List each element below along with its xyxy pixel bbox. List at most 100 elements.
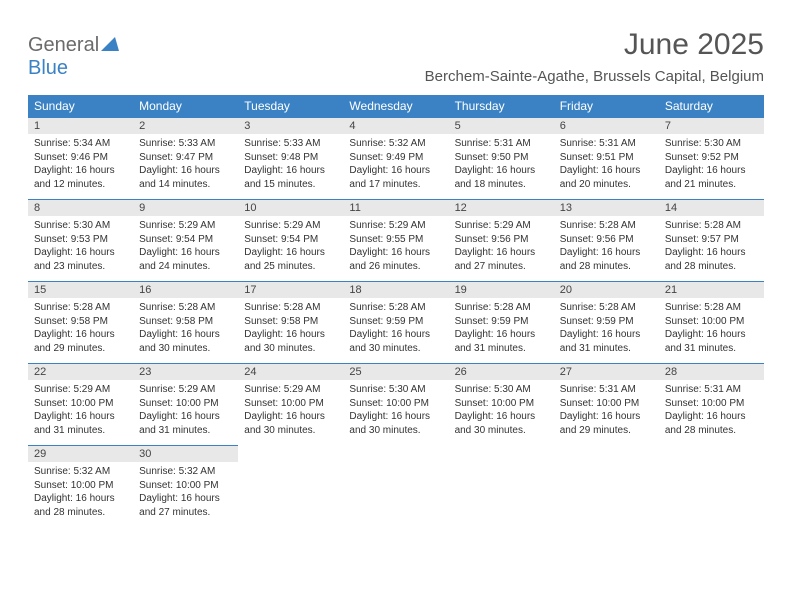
- sunrise-text: Sunrise: 5:30 AM: [455, 383, 548, 397]
- daylight-text-2: and 30 minutes.: [349, 424, 442, 438]
- daylight-text-1: Daylight: 16 hours: [455, 328, 548, 342]
- daylight-text-1: Daylight: 16 hours: [139, 246, 232, 260]
- sunset-text: Sunset: 9:55 PM: [349, 233, 442, 247]
- day-number-row: 891011121314: [28, 200, 764, 217]
- daylight-text-1: Daylight: 16 hours: [139, 410, 232, 424]
- day-number-cell: 30: [133, 446, 238, 463]
- sunset-text: Sunset: 10:00 PM: [244, 397, 337, 411]
- sunrise-text: Sunrise: 5:30 AM: [34, 219, 127, 233]
- daylight-text-1: Daylight: 16 hours: [139, 164, 232, 178]
- sunset-text: Sunset: 10:00 PM: [455, 397, 548, 411]
- day-body-cell: Sunrise: 5:29 AMSunset: 10:00 PMDaylight…: [133, 380, 238, 446]
- calendar-body: 1234567Sunrise: 5:34 AMSunset: 9:46 PMDa…: [28, 118, 764, 528]
- day-body-row: Sunrise: 5:29 AMSunset: 10:00 PMDaylight…: [28, 380, 764, 446]
- daylight-text-2: and 21 minutes.: [665, 178, 758, 192]
- daylight-text-1: Daylight: 16 hours: [34, 246, 127, 260]
- day-number-cell: 20: [554, 282, 659, 299]
- sunrise-text: Sunrise: 5:28 AM: [244, 301, 337, 315]
- day-number-cell: [343, 446, 448, 463]
- day-number-cell: 4: [343, 118, 448, 135]
- daylight-text-2: and 30 minutes.: [139, 342, 232, 356]
- sunset-text: Sunset: 10:00 PM: [34, 479, 127, 493]
- day-body-cell: [659, 462, 764, 527]
- sunset-text: Sunset: 9:53 PM: [34, 233, 127, 247]
- day-number-cell: 11: [343, 200, 448, 217]
- daylight-text-1: Daylight: 16 hours: [34, 492, 127, 506]
- weekday-header: Wednesday: [343, 95, 448, 118]
- sunrise-text: Sunrise: 5:32 AM: [349, 137, 442, 151]
- daylight-text-1: Daylight: 16 hours: [244, 246, 337, 260]
- day-body-cell: Sunrise: 5:28 AMSunset: 9:59 PMDaylight:…: [343, 298, 448, 364]
- day-body-cell: [343, 462, 448, 527]
- day-body-cell: Sunrise: 5:32 AMSunset: 9:49 PMDaylight:…: [343, 134, 448, 200]
- sunrise-text: Sunrise: 5:33 AM: [139, 137, 232, 151]
- sunrise-text: Sunrise: 5:34 AM: [34, 137, 127, 151]
- daylight-text-1: Daylight: 16 hours: [34, 328, 127, 342]
- day-body-cell: Sunrise: 5:29 AMSunset: 9:55 PMDaylight:…: [343, 216, 448, 282]
- day-number-cell: 17: [238, 282, 343, 299]
- daylight-text-2: and 29 minutes.: [34, 342, 127, 356]
- daylight-text-2: and 14 minutes.: [139, 178, 232, 192]
- day-body-cell: Sunrise: 5:31 AMSunset: 9:51 PMDaylight:…: [554, 134, 659, 200]
- title-block: June 2025 Berchem-Sainte-Agathe, Brussel…: [425, 28, 764, 85]
- day-number-cell: 5: [449, 118, 554, 135]
- sunset-text: Sunset: 10:00 PM: [34, 397, 127, 411]
- sunrise-text: Sunrise: 5:29 AM: [139, 383, 232, 397]
- daylight-text-1: Daylight: 16 hours: [455, 246, 548, 260]
- weekday-header: Tuesday: [238, 95, 343, 118]
- calendar-table: Sunday Monday Tuesday Wednesday Thursday…: [28, 95, 764, 527]
- daylight-text-2: and 28 minutes.: [665, 260, 758, 274]
- location-text: Berchem-Sainte-Agathe, Brussels Capital,…: [425, 68, 764, 85]
- day-body-cell: Sunrise: 5:29 AMSunset: 9:54 PMDaylight:…: [238, 216, 343, 282]
- sunrise-text: Sunrise: 5:32 AM: [139, 465, 232, 479]
- daylight-text-2: and 27 minutes.: [455, 260, 548, 274]
- logo-triangle-icon: [101, 38, 119, 55]
- daylight-text-2: and 31 minutes.: [34, 424, 127, 438]
- sunrise-text: Sunrise: 5:28 AM: [665, 301, 758, 315]
- sunset-text: Sunset: 10:00 PM: [139, 397, 232, 411]
- daylight-text-1: Daylight: 16 hours: [34, 410, 127, 424]
- day-body-cell: Sunrise: 5:30 AMSunset: 9:53 PMDaylight:…: [28, 216, 133, 282]
- sunrise-text: Sunrise: 5:31 AM: [560, 137, 653, 151]
- daylight-text-2: and 15 minutes.: [244, 178, 337, 192]
- daylight-text-1: Daylight: 16 hours: [560, 328, 653, 342]
- day-number-cell: 28: [659, 364, 764, 381]
- daylight-text-1: Daylight: 16 hours: [665, 410, 758, 424]
- daylight-text-2: and 28 minutes.: [665, 424, 758, 438]
- daylight-text-2: and 12 minutes.: [34, 178, 127, 192]
- sunset-text: Sunset: 9:51 PM: [560, 151, 653, 165]
- day-number-cell: 2: [133, 118, 238, 135]
- weekday-header: Monday: [133, 95, 238, 118]
- day-body-cell: Sunrise: 5:33 AMSunset: 9:47 PMDaylight:…: [133, 134, 238, 200]
- daylight-text-2: and 30 minutes.: [244, 342, 337, 356]
- daylight-text-1: Daylight: 16 hours: [349, 164, 442, 178]
- daylight-text-1: Daylight: 16 hours: [244, 164, 337, 178]
- day-number-cell: 29: [28, 446, 133, 463]
- daylight-text-1: Daylight: 16 hours: [665, 164, 758, 178]
- day-number-cell: 8: [28, 200, 133, 217]
- day-number-cell: 10: [238, 200, 343, 217]
- sunrise-text: Sunrise: 5:29 AM: [244, 219, 337, 233]
- day-body-cell: Sunrise: 5:28 AMSunset: 9:59 PMDaylight:…: [449, 298, 554, 364]
- sunset-text: Sunset: 10:00 PM: [665, 397, 758, 411]
- day-body-cell: Sunrise: 5:28 AMSunset: 9:58 PMDaylight:…: [238, 298, 343, 364]
- day-body-cell: Sunrise: 5:34 AMSunset: 9:46 PMDaylight:…: [28, 134, 133, 200]
- daylight-text-2: and 28 minutes.: [560, 260, 653, 274]
- day-body-cell: Sunrise: 5:29 AMSunset: 9:54 PMDaylight:…: [133, 216, 238, 282]
- day-body-cell: Sunrise: 5:30 AMSunset: 9:52 PMDaylight:…: [659, 134, 764, 200]
- daylight-text-2: and 23 minutes.: [34, 260, 127, 274]
- sunset-text: Sunset: 9:47 PM: [139, 151, 232, 165]
- sunset-text: Sunset: 9:57 PM: [665, 233, 758, 247]
- daylight-text-2: and 31 minutes.: [560, 342, 653, 356]
- day-number-cell: 7: [659, 118, 764, 135]
- day-body-cell: Sunrise: 5:28 AMSunset: 9:57 PMDaylight:…: [659, 216, 764, 282]
- sunset-text: Sunset: 9:58 PM: [139, 315, 232, 329]
- day-number-cell: 22: [28, 364, 133, 381]
- daylight-text-1: Daylight: 16 hours: [349, 246, 442, 260]
- sunrise-text: Sunrise: 5:30 AM: [349, 383, 442, 397]
- sunset-text: Sunset: 9:56 PM: [560, 233, 653, 247]
- daylight-text-2: and 20 minutes.: [560, 178, 653, 192]
- daylight-text-2: and 29 minutes.: [560, 424, 653, 438]
- sunset-text: Sunset: 9:56 PM: [455, 233, 548, 247]
- daylight-text-2: and 25 minutes.: [244, 260, 337, 274]
